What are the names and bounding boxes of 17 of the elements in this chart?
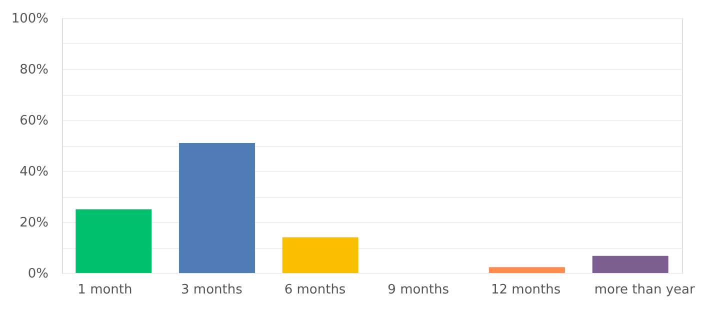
bar <box>282 237 358 273</box>
bar <box>592 256 668 273</box>
x-tick-label: 6 months <box>284 282 346 298</box>
x-tick-label: 9 months <box>388 282 450 298</box>
y-tick-label: 0% <box>28 266 48 282</box>
y-tick-label: 20% <box>20 216 48 230</box>
y-tick-label: 40% <box>20 164 48 180</box>
x-tick-label: 12 months <box>491 282 561 298</box>
y-tick-label: 60% <box>20 114 48 128</box>
x-tick-label: more than year <box>594 282 696 298</box>
bar <box>76 209 152 273</box>
x-tick-label: 3 months <box>181 282 243 298</box>
y-tick-label: 80% <box>20 62 48 78</box>
bar <box>489 267 565 273</box>
y-tick-label: 100% <box>11 12 48 26</box>
x-tick-label: 1 month <box>78 282 132 298</box>
bar <box>179 142 255 273</box>
